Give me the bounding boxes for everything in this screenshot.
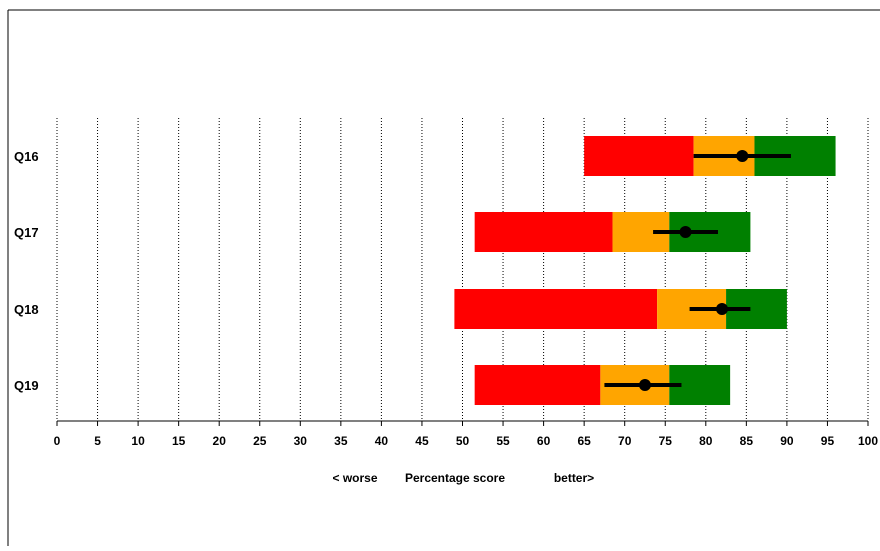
- category-labels: Q16 Q17 Q18 Q19: [14, 149, 39, 393]
- x-tick-label: 80: [699, 434, 713, 448]
- x-tick-label: 35: [334, 434, 348, 448]
- bands-group: [454, 136, 836, 405]
- category-label: Q16: [14, 149, 39, 164]
- x-tick-label: 70: [618, 434, 632, 448]
- x-tick-label: 40: [375, 434, 389, 448]
- points-group: [604, 150, 791, 391]
- x-tick-label: 20: [213, 434, 227, 448]
- x-tick-label: 45: [415, 434, 429, 448]
- point-marker: [638, 379, 651, 391]
- x-tick-label: 30: [294, 434, 308, 448]
- x-tick-label: 0: [54, 434, 61, 448]
- x-tick-label: 100: [858, 434, 878, 448]
- band-red: [584, 136, 694, 176]
- xlabel-better: better>: [554, 471, 594, 485]
- band-red: [474, 365, 601, 405]
- x-tick-label: 25: [253, 434, 267, 448]
- category-label: Q18: [14, 302, 39, 317]
- point-marker: [716, 303, 729, 315]
- category-label: Q19: [14, 378, 39, 393]
- category-label: Q17: [14, 225, 39, 240]
- x-tick-label: 5: [94, 434, 101, 448]
- x-tick-label: 50: [456, 434, 470, 448]
- x-tick-label: 55: [496, 434, 510, 448]
- x-tick-label: 60: [537, 434, 551, 448]
- x-tick-label: 10: [131, 434, 145, 448]
- xlabel-worse: < worse: [332, 471, 377, 485]
- x-ticks: 0 5 10 15 20 25 30 35 40 45 50 55 60 65 70 75 80 85 90 95 10…: [54, 421, 878, 448]
- point-marker: [736, 150, 749, 162]
- x-tick-label: 95: [821, 434, 835, 448]
- x-tick-label: 15: [172, 434, 186, 448]
- x-tick-label: 85: [740, 434, 754, 448]
- x-tick-label: 75: [659, 434, 673, 448]
- point-marker: [679, 226, 692, 238]
- x-tick-label: 65: [577, 434, 591, 448]
- band-red: [454, 289, 658, 329]
- x-tick-label: 90: [780, 434, 794, 448]
- band-red: [474, 212, 613, 252]
- xlabel-center: Percentage score: [405, 471, 505, 485]
